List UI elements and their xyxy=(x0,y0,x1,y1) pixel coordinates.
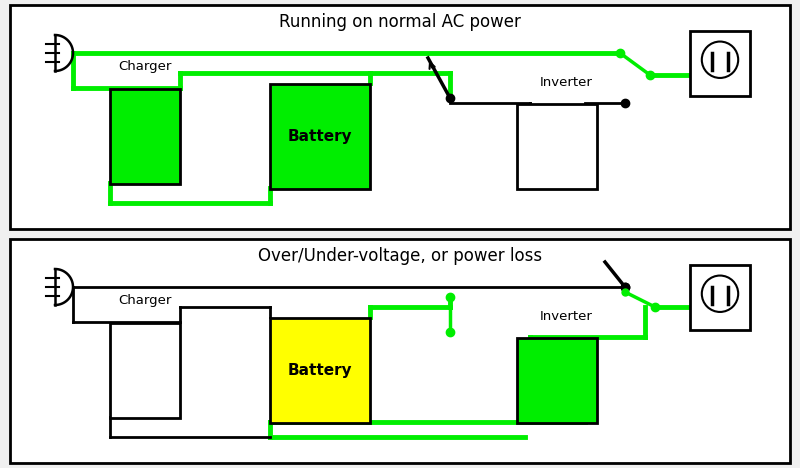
Bar xyxy=(270,83,370,189)
Bar xyxy=(10,239,790,463)
Text: Running on normal AC power: Running on normal AC power xyxy=(279,13,521,31)
Text: Charger: Charger xyxy=(118,294,172,307)
Text: Charger: Charger xyxy=(118,60,172,73)
Text: Battery: Battery xyxy=(288,129,352,144)
Text: Battery: Battery xyxy=(288,363,352,378)
Bar xyxy=(270,317,370,423)
Bar xyxy=(10,5,790,229)
Bar xyxy=(110,88,180,183)
Bar xyxy=(690,264,750,329)
Bar xyxy=(110,322,180,417)
Text: Inverter: Inverter xyxy=(540,76,593,89)
Text: Inverter: Inverter xyxy=(540,310,593,323)
Bar xyxy=(690,30,750,95)
Text: Over/Under-voltage, or power loss: Over/Under-voltage, or power loss xyxy=(258,247,542,265)
Bar xyxy=(517,103,597,189)
Bar xyxy=(517,337,597,423)
